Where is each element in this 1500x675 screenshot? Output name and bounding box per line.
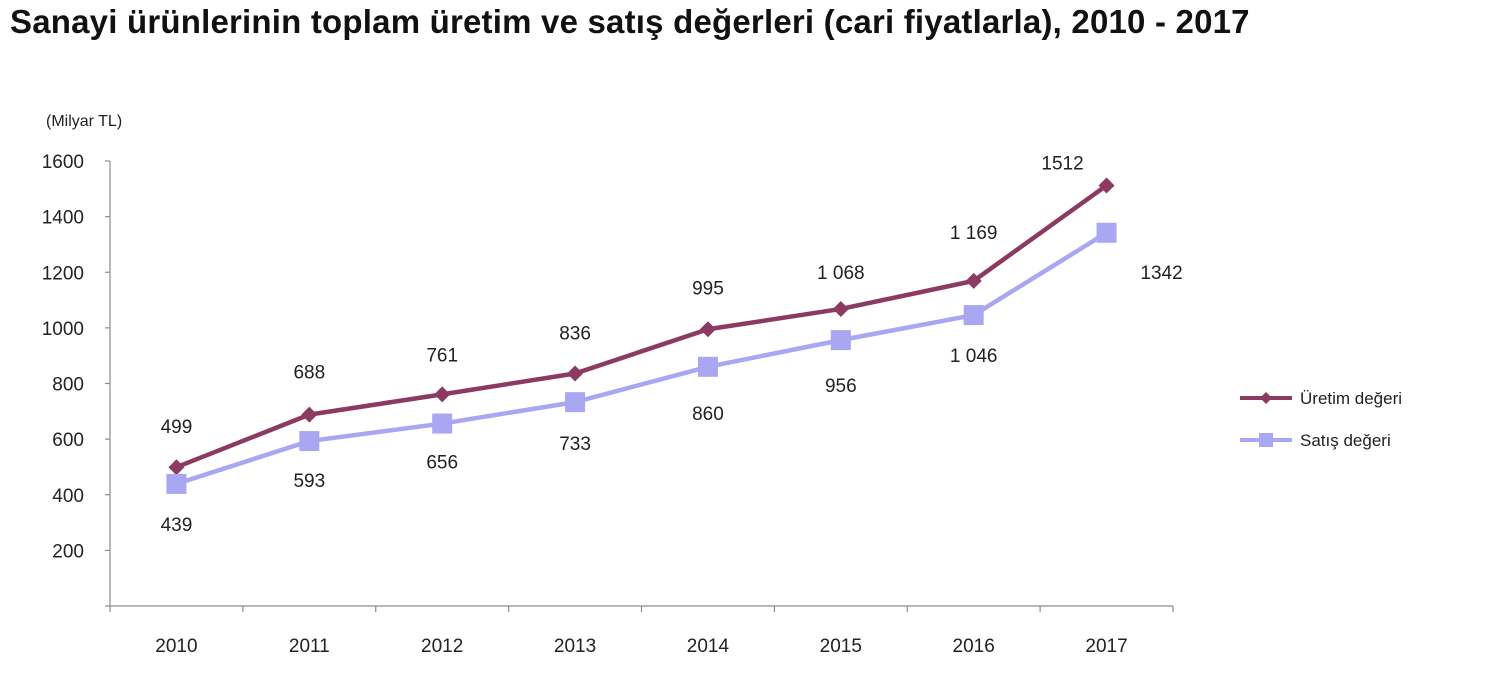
legend-marker-diamond [1260, 392, 1272, 404]
y-tick-label: 1400 [42, 208, 84, 229]
legend-marker-square [1259, 433, 1273, 447]
data-point-diamond [301, 406, 318, 423]
data-point-diamond [168, 459, 185, 476]
data-label: 656 [426, 453, 458, 474]
data-label: 593 [293, 471, 325, 492]
y-tick-label: 1000 [42, 319, 84, 340]
data-label: 836 [559, 323, 591, 344]
x-tick-label: 2013 [554, 636, 596, 657]
data-label: 439 [161, 515, 193, 536]
data-label: 761 [426, 345, 458, 366]
data-label: 688 [293, 363, 325, 384]
legend-item: Satış değeri [1240, 431, 1391, 450]
series-layer: 499 688 761 836 995 1 068 1 169 1512 439 593 656 73… [161, 153, 1183, 535]
series-uretim-degeri: 499 688 761 836 995 1 068 1 169 1512 [161, 153, 1115, 476]
data-point-diamond [699, 321, 716, 338]
data-point-square [299, 431, 320, 452]
chart-title: Sanayi ürünlerinin toplam üretim ve satı… [10, 3, 1250, 40]
data-point-square [166, 473, 187, 494]
y-tick-label: 400 [52, 486, 84, 507]
data-point-square [830, 330, 851, 351]
data-label: 1 068 [817, 263, 865, 284]
data-label: 733 [559, 434, 591, 455]
data-label: 1512 [1041, 153, 1083, 174]
legend-item: Üretim değeri [1240, 389, 1402, 408]
x-tick-label: 2010 [155, 636, 197, 657]
x-tick-label: 2016 [953, 636, 995, 657]
x-tick-label: 2011 [289, 636, 330, 657]
x-tick-label: 2017 [1085, 636, 1127, 657]
data-point-square [963, 305, 984, 326]
data-label: 499 [161, 417, 193, 438]
series-satis-degeri: 439 593 656 733 860 956 1 046 1342 [161, 222, 1183, 536]
data-label: 1 169 [950, 223, 998, 244]
legend: Üretim değeri Satış değeri [1240, 389, 1402, 450]
y-tick-label: 1200 [42, 263, 84, 284]
data-point-square [565, 392, 586, 413]
data-point-diamond [965, 272, 982, 289]
data-point-diamond [567, 365, 584, 382]
data-point-square [1096, 222, 1117, 243]
legend-label: Satış değeri [1300, 431, 1391, 450]
x-tick-label: 2012 [421, 636, 463, 657]
y-axis-unit-label: (Milyar TL) [46, 113, 122, 130]
data-label: 956 [825, 376, 857, 397]
axes: 200 400 600 800 1000 1200 1400 1600 2010 2011 2012… [42, 152, 1174, 657]
y-tick-label: 800 [52, 375, 84, 396]
data-label: 860 [692, 404, 724, 425]
data-label: 1342 [1140, 263, 1182, 284]
series-line [175, 230, 1108, 487]
data-point-diamond [832, 300, 849, 317]
y-tick-label: 200 [52, 541, 84, 562]
data-point-diamond [1098, 177, 1115, 194]
data-point-square [432, 413, 453, 434]
x-tick-label: 2014 [687, 636, 730, 657]
data-point-square [697, 356, 718, 377]
y-tick-label: 1600 [42, 152, 84, 173]
data-label: 1 046 [950, 346, 998, 367]
y-tick-label: 600 [52, 430, 84, 451]
legend-label: Üretim değeri [1300, 389, 1402, 408]
data-point-diamond [434, 386, 451, 403]
series-line [175, 183, 1108, 470]
data-label: 995 [692, 278, 724, 299]
x-tick-label: 2015 [820, 636, 862, 657]
